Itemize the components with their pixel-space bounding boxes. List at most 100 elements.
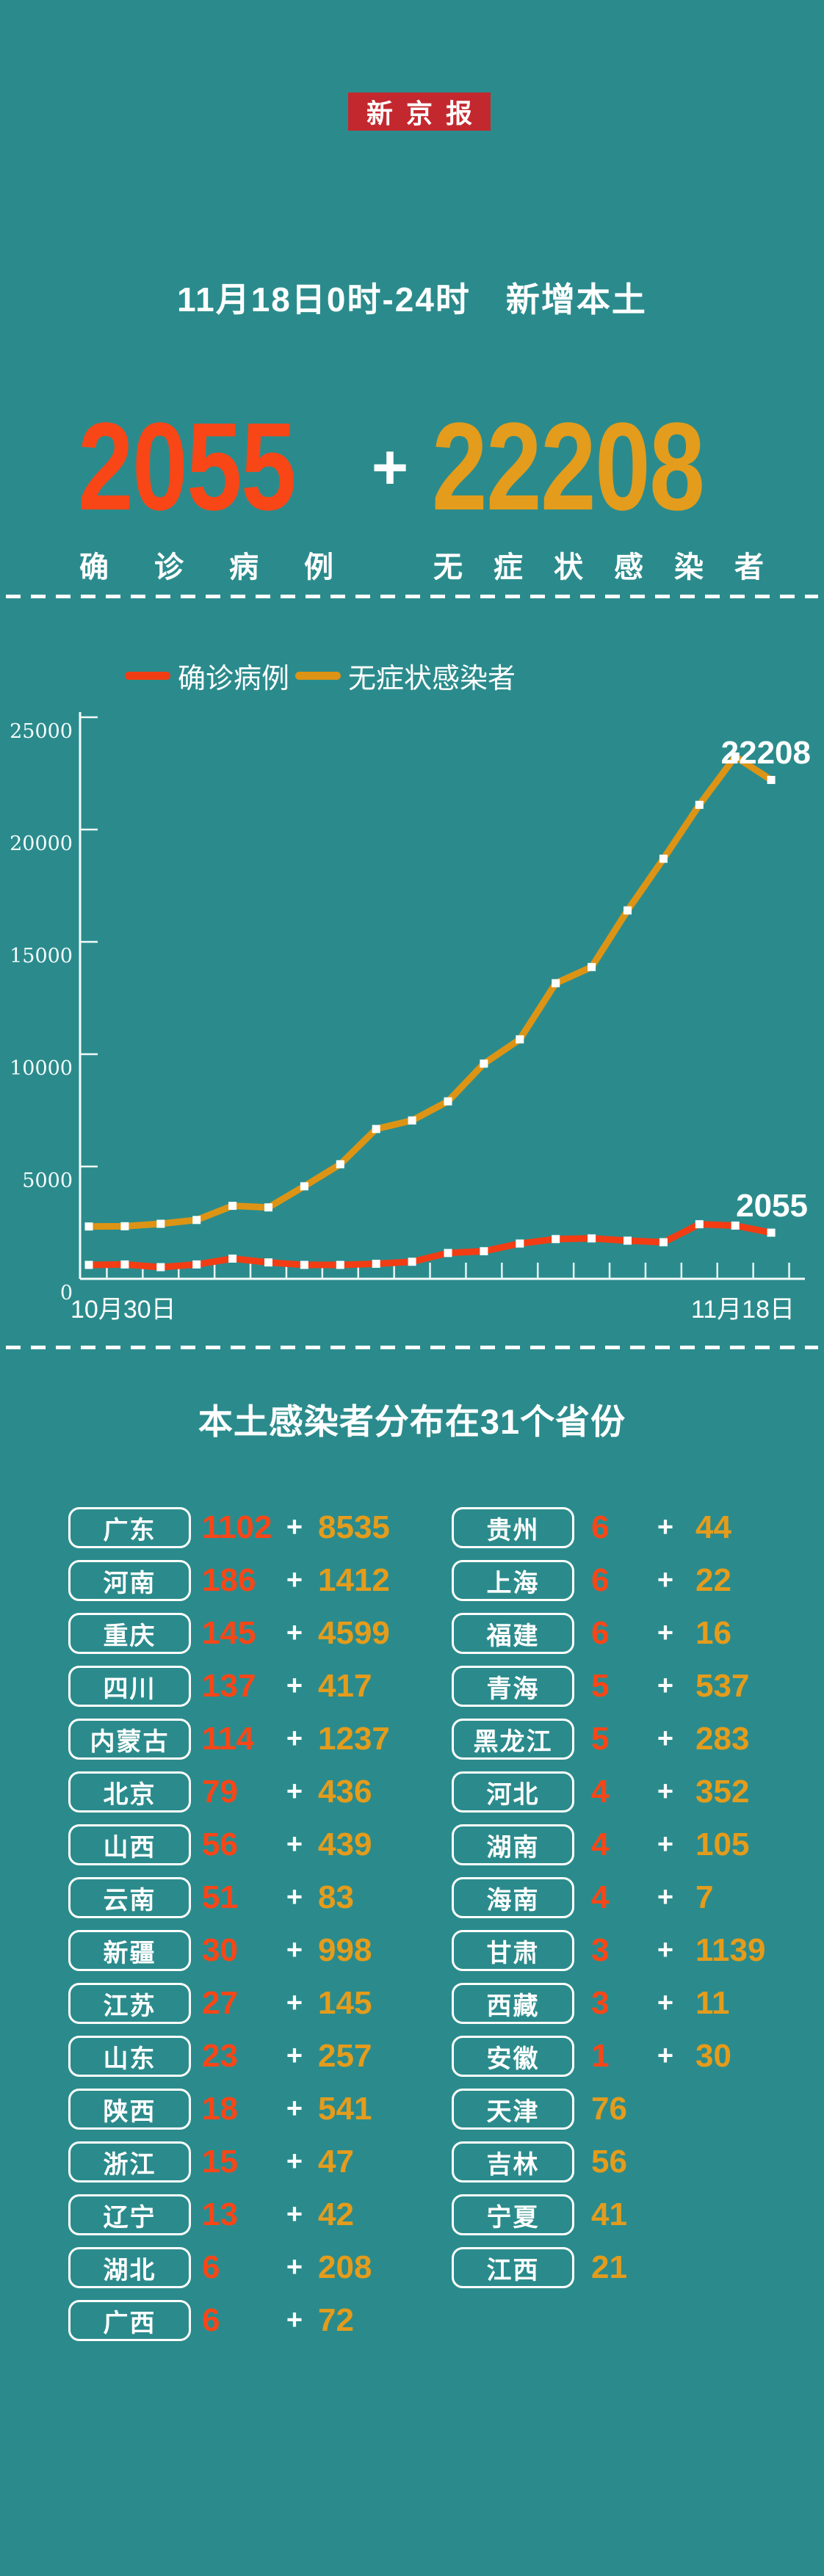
asymptomatic-count: 8535 [318,1509,390,1545]
province-name-box: 上海 [452,1560,574,1601]
data-point-marker [300,1260,308,1269]
province-row: 浙江 15 +47 [68,2141,436,2183]
y-tick-label: 0 [60,1282,73,1305]
province-row: 天津 76 [452,2089,819,2130]
confirmed-count: 137 [202,1668,256,1704]
data-point-marker [372,1125,380,1133]
data-point-marker [84,1222,93,1231]
province-row: 北京 79 +436 [68,1771,436,1813]
plus-sign: + [657,1776,674,1807]
plus-sign: + [286,2199,303,2230]
asymptomatic-legend-label: 无症状感染者 [348,664,516,694]
asymptomatic-count: 83 [318,1879,354,1915]
province-row: 新疆 30 +998 [68,1930,436,1971]
plus-sign: + [286,1564,303,1596]
confirmed-count: 30 [202,1932,238,1968]
confirmed-count: 27 [202,1985,238,2021]
data-point-marker [228,1254,237,1263]
province-name-box: 吉林 [452,2141,574,2183]
asymptomatic-total: 22208 [432,397,705,537]
province-name-box: 西藏 [452,1983,574,2024]
asymptomatic-count: 417 [318,1668,372,1704]
province-name-box: 安徽 [452,2036,574,2077]
data-point-marker [444,1249,452,1258]
data-point-marker [731,1221,740,1230]
plus-sign: + [286,2304,303,2336]
asymptomatic-count: 7 [695,1879,714,1915]
province-name-box: 广西 [68,2300,191,2341]
y-tick-label: 10000 [10,1057,73,1080]
plus-sign: + [657,1617,674,1649]
asymptomatic-count: 436 [318,1774,372,1810]
trend-line-chart: 0 5000 10000 15000 20000 25000 10月30日 11月18日 222… [10,712,811,1324]
province-name-box: 辽宁 [68,2194,191,2235]
asymptomatic-count: 1237 [318,1721,390,1757]
confirmed-count: 1 [591,2038,610,2074]
confirmed-count: 4 [591,1774,610,1810]
plus-sign: + [657,1564,674,1596]
x-axis-label-first: 10月30日 [71,1296,176,1324]
province-row: 辽宁 13 +42 [68,2194,436,2235]
province-row: 山东 23 +257 [68,2036,436,2077]
data-point-marker [480,1247,488,1255]
asymptomatic-count: 541 [318,2091,372,2127]
province-name-box: 重庆 [68,1613,191,1654]
province-name-box: 新疆 [68,1930,191,1971]
asymptomatic-count: 998 [318,1932,372,1968]
confirmed-count: 6 [202,2302,220,2338]
province-row: 黑龙江 5 +283 [452,1719,819,1760]
province-row: 湖南 4 +105 [452,1824,819,1865]
confirmed-count: 4 [591,1826,610,1862]
asymptomatic-count: 283 [695,1721,750,1757]
plus-sign: + [286,2146,303,2177]
province-row: 安徽 1 +30 [452,2036,819,2077]
province-row: 湖北 6 +208 [68,2247,436,2288]
plus-sign: + [286,1617,303,1649]
plus-sign: + [286,1512,303,1543]
province-row: 江西 21 [452,2247,819,2288]
asymptomatic-count: 1139 [695,1932,766,1968]
asymptomatic-count: 257 [318,2038,372,2074]
y-tick-label: 20000 [10,832,73,855]
data-point-marker [228,1202,237,1211]
chart-legend: 确诊病例 无症状感染者 [125,656,516,696]
series-line-无症状感染者 [85,753,775,1230]
asymptomatic-count: 44 [695,1509,731,1545]
data-point-marker [588,1234,596,1243]
confirmed-count: 6 [591,1615,610,1651]
province-name-box: 青海 [452,1666,574,1707]
province-row: 广东 1102 +8535 [68,1507,436,1548]
page-title: 11月18日0时-24时 新增本土 [177,280,647,319]
confirmed-end-value: 2055 [736,1188,808,1224]
asymptomatic-legend-swatch [295,672,341,680]
province-row: 重庆 145 +4599 [68,1613,436,1654]
province-name-box: 宁夏 [452,2194,574,2235]
confirmed-count: 145 [202,1615,256,1651]
data-point-marker [156,1263,165,1271]
dashed-divider-bottom [6,1346,818,1349]
province-name-box: 山西 [68,1824,191,1865]
province-name-box: 福建 [452,1613,574,1654]
plus-sign: + [286,1723,303,1755]
province-row: 海南 4 +7 [452,1877,819,1918]
plus-sign: + [657,1829,674,1860]
plus-sign: + [286,1670,303,1702]
province-name-box: 甘肃 [452,1930,574,1971]
data-point-marker [120,1260,129,1269]
asymptomatic-count: 16 [695,1615,731,1651]
y-tick-label: 15000 [10,945,73,968]
province-column-left: 广东 1102 +8535 河南 186 +1412 重庆 145 +4599 四川 137 +417… [68,1507,436,2353]
data-point-marker [767,775,776,784]
data-point-marker [767,1228,776,1237]
asymptomatic-count: 76 [591,2091,627,2127]
asymptomatic-count: 21 [591,2249,627,2285]
province-name-box: 云南 [68,1877,191,1918]
province-name-box: 黑龙江 [452,1719,574,1760]
y-tick-label: 25000 [10,720,73,743]
asymptomatic-count: 11 [695,1985,730,2021]
confirmed-count: 6 [591,1509,610,1545]
province-row: 吉林 56 [452,2141,819,2183]
province-row: 陕西 18 +541 [68,2089,436,2130]
confirmed-count: 6 [591,1562,610,1598]
asymptomatic-count: 42 [318,2196,354,2232]
